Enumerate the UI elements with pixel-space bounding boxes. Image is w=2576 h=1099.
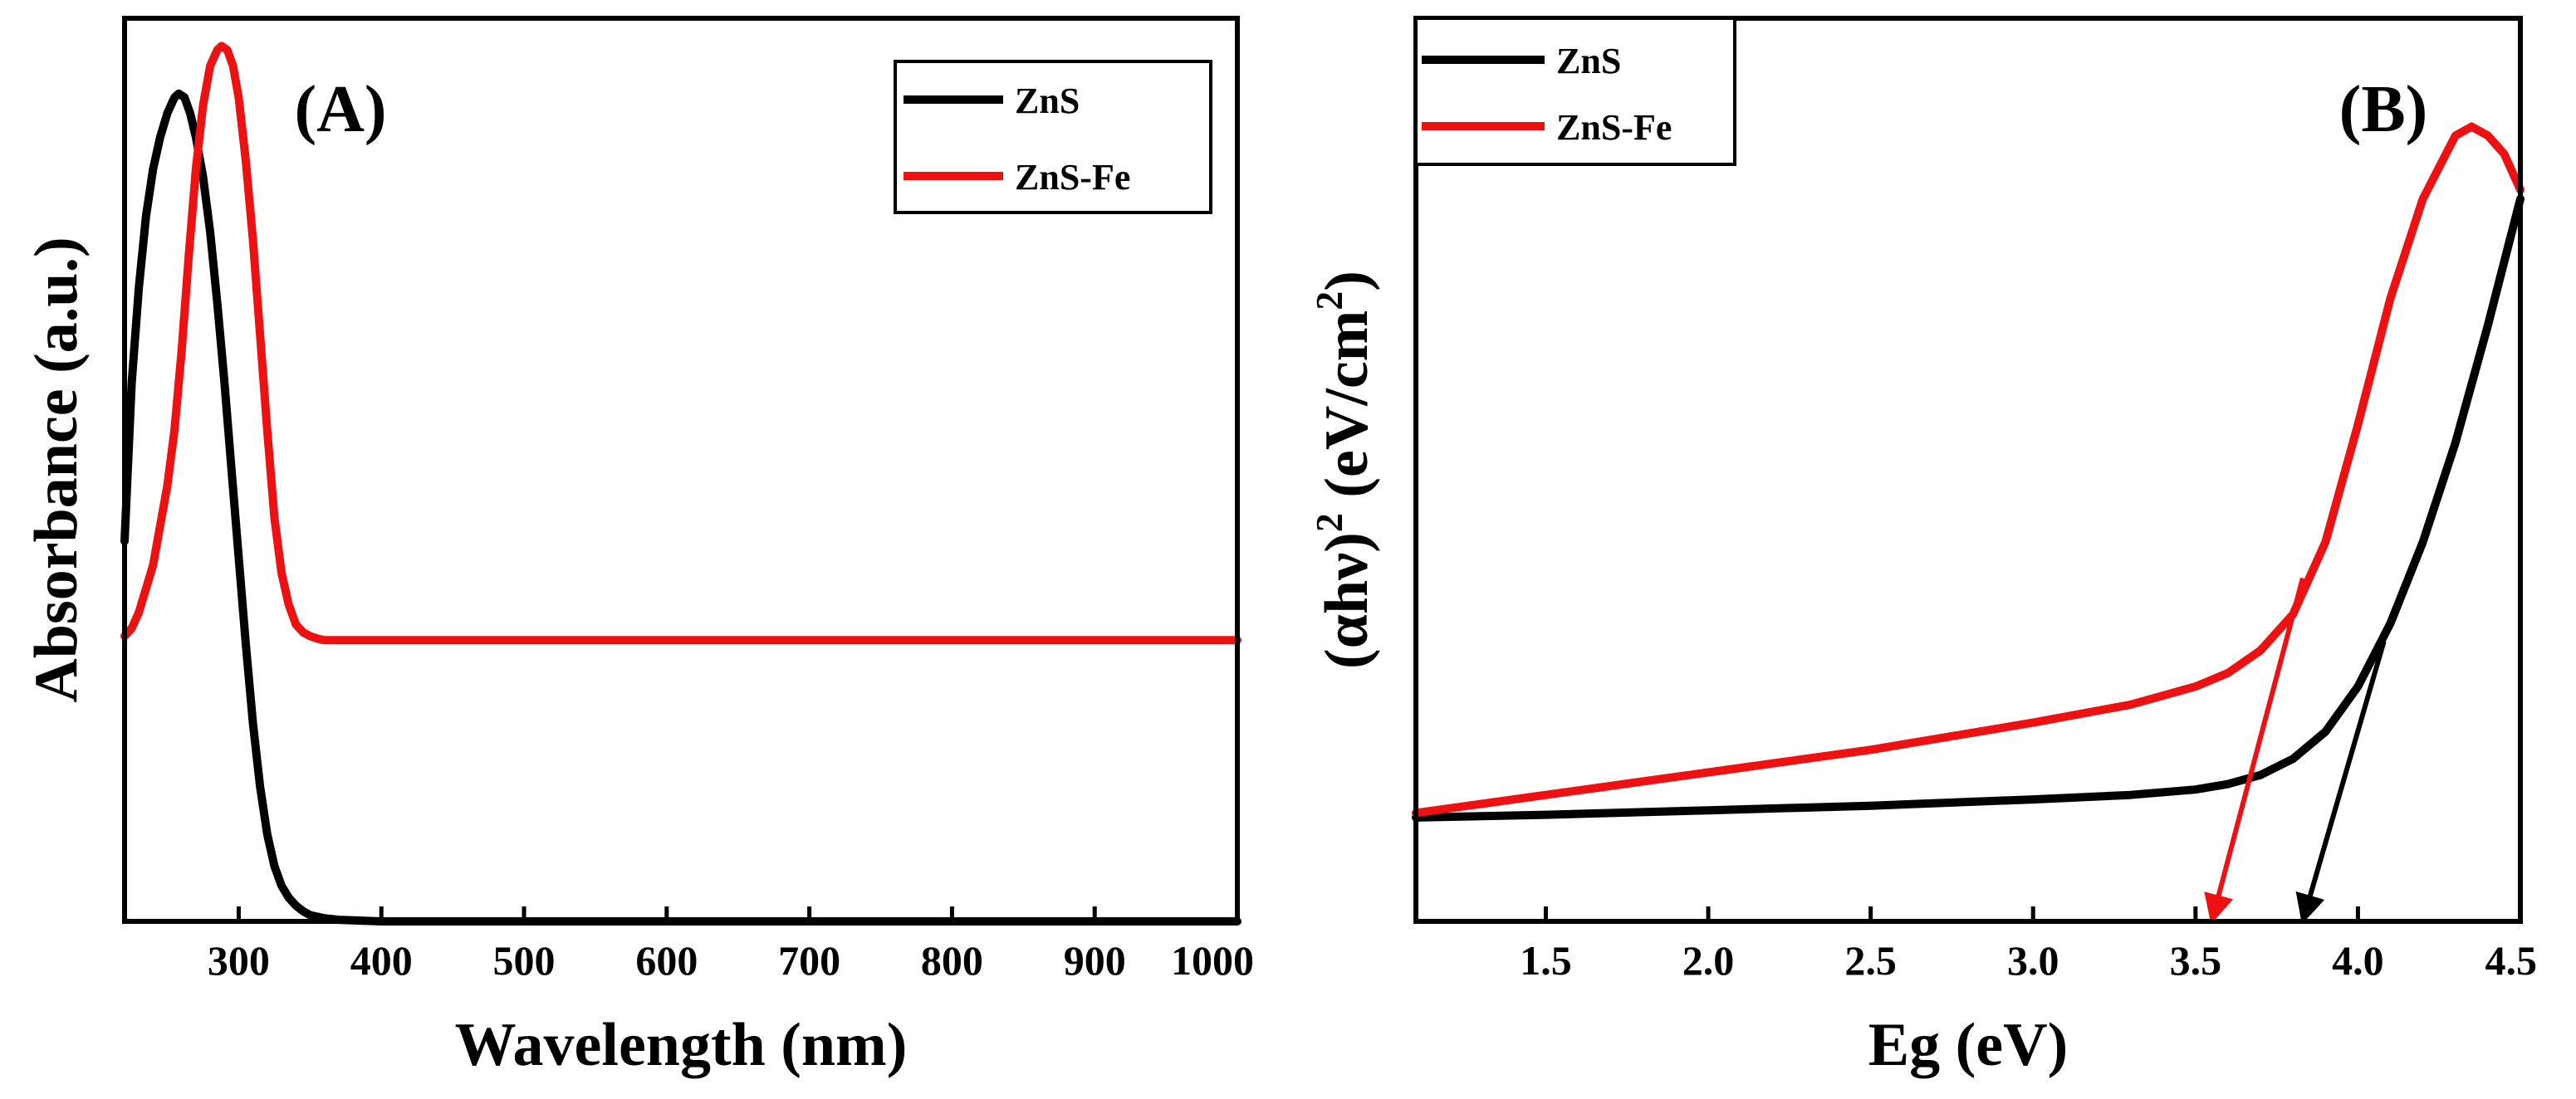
panel-b-x-ticks: 1.5 2.0 2.5 3.0 3.5 4.0 4.5 [1520, 906, 2537, 984]
panel-b-legend-box [1414, 17, 1736, 166]
panel-b-x-tick-label: 2.5 [1844, 937, 1897, 984]
panel-a-x-tick-label: 500 [493, 937, 556, 984]
panel-a-legend-label-zns: ZnS [1015, 81, 1080, 121]
panel-b-x-tick-label: 4.5 [2485, 937, 2538, 984]
panel-b-x-tick-label: 2.0 [1682, 937, 1735, 984]
panel-a-legend-box [894, 60, 1212, 214]
panel-b-legend: ZnS ZnS-Fe [1414, 17, 1736, 166]
panel-b-y-axis-title-main: (αhν) [1313, 532, 1381, 669]
panel-a-x-ticks: 300 400 500 600 700 800 900 1000 [208, 906, 1254, 984]
panel-b-series-line-zns [1412, 194, 2525, 822]
panel-b-y-axis-title-close: ) [1313, 271, 1381, 291]
panel-a-series-line-zns [120, 89, 1241, 926]
panel-a-label: (A) [294, 73, 386, 146]
panel-a-x-tick-label: 600 [635, 937, 698, 984]
panel-a-x-tick-label: 1000 [1171, 937, 1254, 984]
panel-a-y-axis-title: Absorbance (a.u.) [22, 237, 91, 702]
panel-b-label: (B) [2339, 73, 2428, 146]
panel-a-x-tick-label: 300 [208, 937, 270, 984]
panel-b-legend-label-zns-fe: ZnS-Fe [1556, 107, 1672, 148]
panel-a-series-line-zns-fe [120, 42, 1241, 645]
panel-b-y-axis-title-unit: (eV/cm [1313, 310, 1381, 513]
panel-a-x-tick-label: 800 [921, 937, 983, 984]
panel-a-legend-label-zns-fe: ZnS-Fe [1015, 157, 1130, 198]
panel-b-legend-label-zns: ZnS [1556, 41, 1621, 81]
panel-b-series-group [1412, 122, 2525, 822]
panel-b-tauc-plot: 1.5 2.0 2.5 3.0 3.5 4.0 4.5 (B) Eg (eV) (αhν)2… [1308, 16, 2537, 1079]
panel-a-x-axis-title: Wavelength (nm) [455, 1011, 908, 1079]
panel-b-tangent-arrow-zns [2295, 640, 2387, 925]
panel-b-y-axis-title-sup: 2 [1308, 513, 1350, 532]
panel-b-x-tick-label: 4.0 [2332, 937, 2384, 984]
panel-a-legend: ZnS ZnS-Fe [894, 60, 1212, 214]
panel-b-x-tick-label: 1.5 [1520, 937, 1572, 984]
panel-b-series-line-zns-fe [1412, 122, 2525, 818]
panel-b-tangent-arrows [2204, 577, 2387, 925]
panel-b-y-axis-title-unit-sup: 2 [1308, 291, 1350, 310]
panel-b-x-axis-title: Eg (eV) [1868, 1011, 2068, 1079]
panel-b-x-tick-label: 3.0 [2007, 937, 2059, 984]
panel-a-absorbance-chart: 300 400 500 600 700 800 900 1000 (A) Wavelength… [22, 16, 1254, 1079]
panel-a-x-tick-label: 700 [778, 937, 840, 984]
panel-b-y-axis-title: (αhν)2 (eV/cm2) [1308, 271, 1381, 669]
panel-a-x-tick-label: 900 [1064, 937, 1126, 984]
panel-b-tangent-arrow-zns-fe [2204, 577, 2305, 925]
panel-a-x-tick-label: 400 [350, 937, 413, 984]
panel-b-x-tick-label: 3.5 [2170, 937, 2222, 984]
panel-b-plot-frame [1413, 16, 2523, 924]
panel-a-plot-frame [122, 16, 1240, 924]
